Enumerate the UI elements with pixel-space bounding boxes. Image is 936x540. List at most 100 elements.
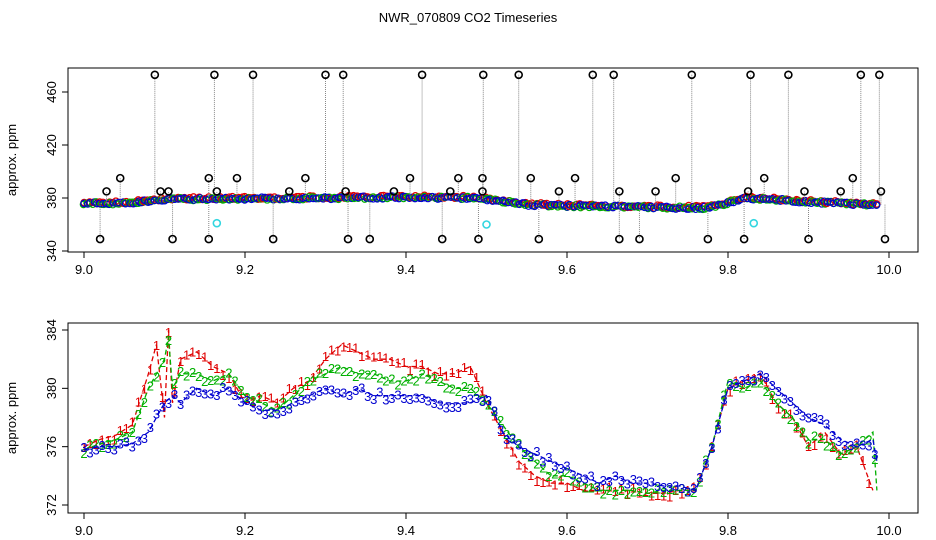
series-1-marker: 1 <box>358 349 365 364</box>
top-xtick-label: 9.0 <box>75 262 93 277</box>
series-1-marker: 1 <box>569 479 576 494</box>
series-1-marker: 1 <box>678 486 685 501</box>
series-1-marker: 1 <box>533 474 540 489</box>
series-1-marker: 1 <box>745 371 752 386</box>
series-3-marker: 3 <box>418 391 425 406</box>
series3-point <box>472 193 480 202</box>
series-1-marker: 1 <box>412 357 419 372</box>
mid-outlier-point <box>478 187 487 196</box>
series-1-marker: 1 <box>606 480 613 495</box>
series-1-marker: 1 <box>751 371 758 386</box>
mid-outlier-point <box>848 173 858 183</box>
series-3-marker: 3 <box>316 384 323 399</box>
low-outlier-point <box>739 234 749 244</box>
series3-point <box>604 203 612 211</box>
series-1-marker: 1 <box>322 349 329 364</box>
series-3-marker: 3 <box>726 378 733 393</box>
mid-outlier-point <box>554 187 564 196</box>
series-1-marker: 1 <box>515 458 522 473</box>
mid-outlier-point <box>389 187 399 196</box>
series-2-marker: 2 <box>364 367 371 382</box>
mid-outlier-point <box>743 187 753 196</box>
series-3-marker: 3 <box>708 441 715 456</box>
series-3-marker: 3 <box>672 479 679 494</box>
series-3-marker: 3 <box>376 385 383 400</box>
series-1-marker: 1 <box>642 484 649 499</box>
series-3-marker: 3 <box>575 471 582 486</box>
series-3-marker: 3 <box>491 404 498 419</box>
series-1-marker: 1 <box>141 381 148 396</box>
series-1-marker: 1 <box>660 488 667 503</box>
mid-outlier-point <box>284 187 294 196</box>
series-3-marker: 3 <box>751 374 758 389</box>
series-3-marker: 3 <box>310 388 317 403</box>
series-1-marker: 1 <box>738 377 745 392</box>
flag-point <box>482 220 491 229</box>
series-2-marker: 2 <box>141 395 148 410</box>
series-2-marker: 2 <box>171 376 178 391</box>
high-outlier-point <box>417 70 427 80</box>
bottom-xtick-label: 9.4 <box>397 523 415 538</box>
high-outlier-point <box>746 70 755 80</box>
series-2-marker: 2 <box>684 485 691 500</box>
series-2-marker: 2 <box>702 452 709 467</box>
series-1-marker: 1 <box>757 369 764 384</box>
series-2-marker: 2 <box>847 442 854 457</box>
series-1-marker: 1 <box>497 424 504 439</box>
series-1-marker: 1 <box>726 385 733 400</box>
series-2-marker: 2 <box>304 374 311 389</box>
low-outlier-point <box>204 234 214 244</box>
series-2-marker: 2 <box>726 376 733 391</box>
series-2-marker: 2 <box>545 469 552 484</box>
mid-outlier-point <box>651 187 660 196</box>
series-2-marker: 2 <box>406 371 413 386</box>
series-1-marker: 1 <box>666 490 673 505</box>
series-2-marker: 2 <box>425 372 432 387</box>
series-3-marker: 3 <box>781 391 788 406</box>
series-1-marker: 1 <box>400 355 407 370</box>
high-outlier-point <box>588 70 598 80</box>
series-1-marker: 1 <box>340 339 347 354</box>
series-1-marker: 1 <box>183 348 190 363</box>
series-1-marker: 1 <box>292 382 299 397</box>
series-2-marker: 2 <box>237 383 244 398</box>
series-2-marker: 2 <box>467 381 474 396</box>
series-3-marker: 3 <box>539 454 546 469</box>
series-1-marker: 1 <box>509 445 516 460</box>
high-outlier-point <box>856 70 866 80</box>
series-3-marker: 3 <box>563 459 570 474</box>
series-2-marker: 2 <box>799 424 806 439</box>
series-1-marker: 1 <box>539 475 546 490</box>
mid-outlier-point <box>671 173 680 183</box>
series-1-marker: 1 <box>835 446 842 461</box>
series-2-marker: 2 <box>672 483 679 498</box>
series-2-marker: 2 <box>865 433 872 448</box>
series-2-marker: 2 <box>412 373 419 388</box>
series3-point <box>309 194 318 203</box>
series-3-marker: 3 <box>249 400 256 415</box>
series-2-marker: 2 <box>497 413 504 428</box>
series-3-marker: 3 <box>177 397 184 412</box>
high-outlier-point <box>687 70 697 80</box>
series-2-marker: 2 <box>111 436 118 451</box>
series-2-marker: 2 <box>461 379 468 394</box>
series-2-marker: 2 <box>473 384 480 399</box>
series-1-marker: 1 <box>255 390 262 405</box>
series-2-marker: 2 <box>117 428 124 443</box>
series-2-marker: 2 <box>732 379 739 394</box>
series-2-marker: 2 <box>207 373 214 388</box>
series-3-marker: 3 <box>280 404 287 419</box>
series-1-marker: 1 <box>479 383 486 398</box>
low-outlier-point <box>880 234 890 244</box>
series-3-marker: 3 <box>660 480 667 495</box>
series-3-line <box>83 373 878 492</box>
high-outlier-point <box>210 70 219 80</box>
mid-outlier-point <box>478 173 487 183</box>
series-3-marker: 3 <box>243 393 250 408</box>
series-3-marker: 3 <box>346 388 353 403</box>
series-3-marker: 3 <box>702 456 709 471</box>
series-3-marker: 3 <box>515 438 522 453</box>
series-3-marker: 3 <box>304 391 311 406</box>
mid-outlier-point <box>164 187 173 196</box>
mid-outlier-point <box>876 187 886 196</box>
